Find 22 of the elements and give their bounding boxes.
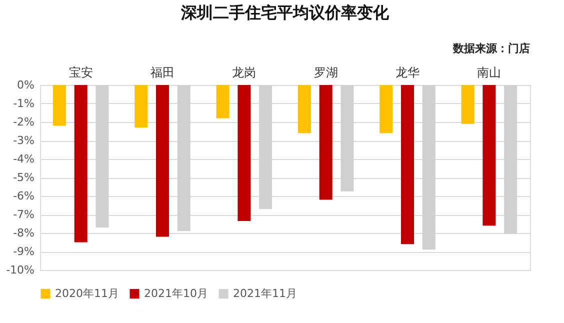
y-tick-label: -3%: [13, 134, 34, 147]
legend-label: 2020年11月: [55, 286, 119, 300]
y-tick-label: -2%: [13, 116, 34, 128]
x-tick-label: 龙华: [396, 66, 420, 80]
x-tick-label: 罗湖: [314, 66, 338, 80]
y-tick-label: -5%: [13, 171, 34, 184]
legend-label: 2021年10月: [144, 286, 208, 300]
legend-label: 2021年11月: [233, 286, 297, 300]
y-tick-label: -7%: [13, 208, 34, 221]
y-tick-label: -9%: [13, 245, 34, 258]
y-tick-label: -4%: [13, 152, 34, 166]
y-tick-label: 0%: [17, 78, 34, 92]
y-tick-label: -6%: [13, 190, 34, 202]
y-tick-label: -1%: [13, 97, 34, 110]
x-tick-label: 南山: [477, 66, 502, 80]
x-tick-label: 宝安: [68, 66, 93, 80]
y-tick-label: -10%: [6, 264, 34, 276]
x-tick-label: 龙岗: [232, 66, 256, 80]
source-note: 数据来源：门店: [452, 42, 530, 55]
x-tick-label: 福田: [150, 66, 174, 80]
y-tick-label: -8%: [13, 226, 34, 240]
chart-title: 深圳二手住宅平均议价率变化: [180, 3, 390, 22]
